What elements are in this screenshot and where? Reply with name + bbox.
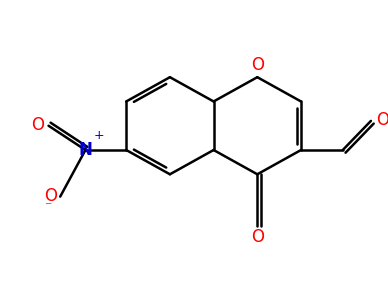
Text: ⁻: ⁻	[44, 200, 51, 215]
Text: O: O	[44, 187, 57, 205]
Text: O: O	[31, 116, 44, 134]
Text: +: +	[93, 129, 104, 142]
Text: O: O	[251, 228, 264, 246]
Text: O: O	[251, 56, 264, 74]
Text: N: N	[78, 141, 92, 159]
Text: O: O	[376, 111, 388, 129]
